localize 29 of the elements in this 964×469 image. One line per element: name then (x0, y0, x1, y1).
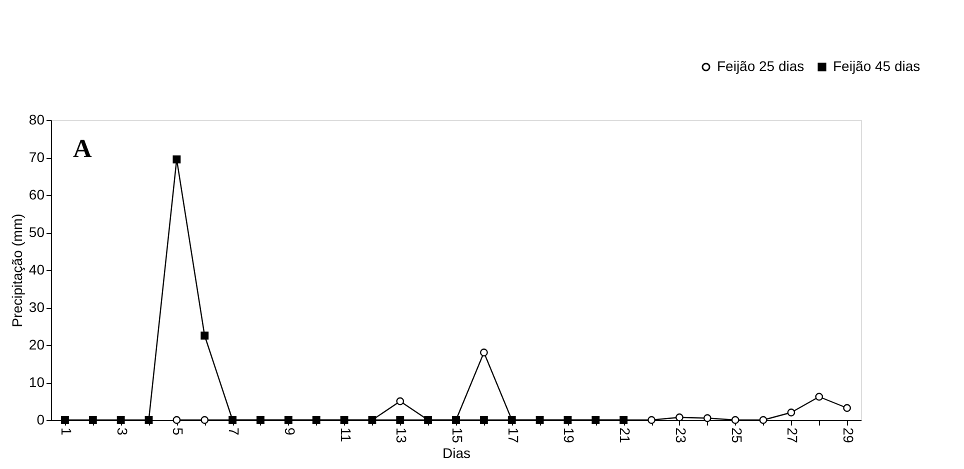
x-tick-label: 23 (672, 428, 689, 444)
x-tick-label: 29 (840, 428, 857, 444)
y-tick-label: 30 (28, 299, 45, 315)
y-tick-label: 50 (28, 224, 45, 240)
annotation: A (73, 134, 92, 163)
x-tick-label: 3 (114, 428, 130, 436)
x-tick-label: 25 (728, 428, 745, 444)
x-tick-label: 19 (561, 428, 578, 444)
x-tick-label: 5 (170, 428, 186, 436)
x-tick-label: 17 (505, 428, 522, 444)
y-tick-label: 0 (36, 412, 45, 428)
x-tick-label: 1 (58, 428, 74, 436)
y-axis-title: Precipitação (mm) (8, 214, 25, 328)
y-tick-label: 10 (28, 374, 45, 390)
y-tick-label: 80 (28, 112, 45, 128)
x-tick-label: 7 (226, 428, 242, 436)
y-tick-label: 60 (28, 186, 45, 202)
x-tick-label: 11 (338, 428, 354, 442)
x-tick-label: 27 (784, 428, 801, 444)
x-tick-label: 13 (394, 428, 410, 444)
x-tick-label: 21 (617, 428, 634, 444)
y-tick-label: 70 (28, 149, 45, 165)
y-tick-label: 20 (28, 336, 45, 352)
legend-label: Feijão 25 dias (717, 58, 804, 74)
x-tick-label: 9 (282, 428, 298, 436)
legend-label: Feijão 45 dias (833, 58, 920, 74)
x-axis-title: Dias (442, 445, 471, 462)
y-tick-label: 40 (28, 262, 45, 278)
x-tick-label: 15 (450, 428, 466, 444)
